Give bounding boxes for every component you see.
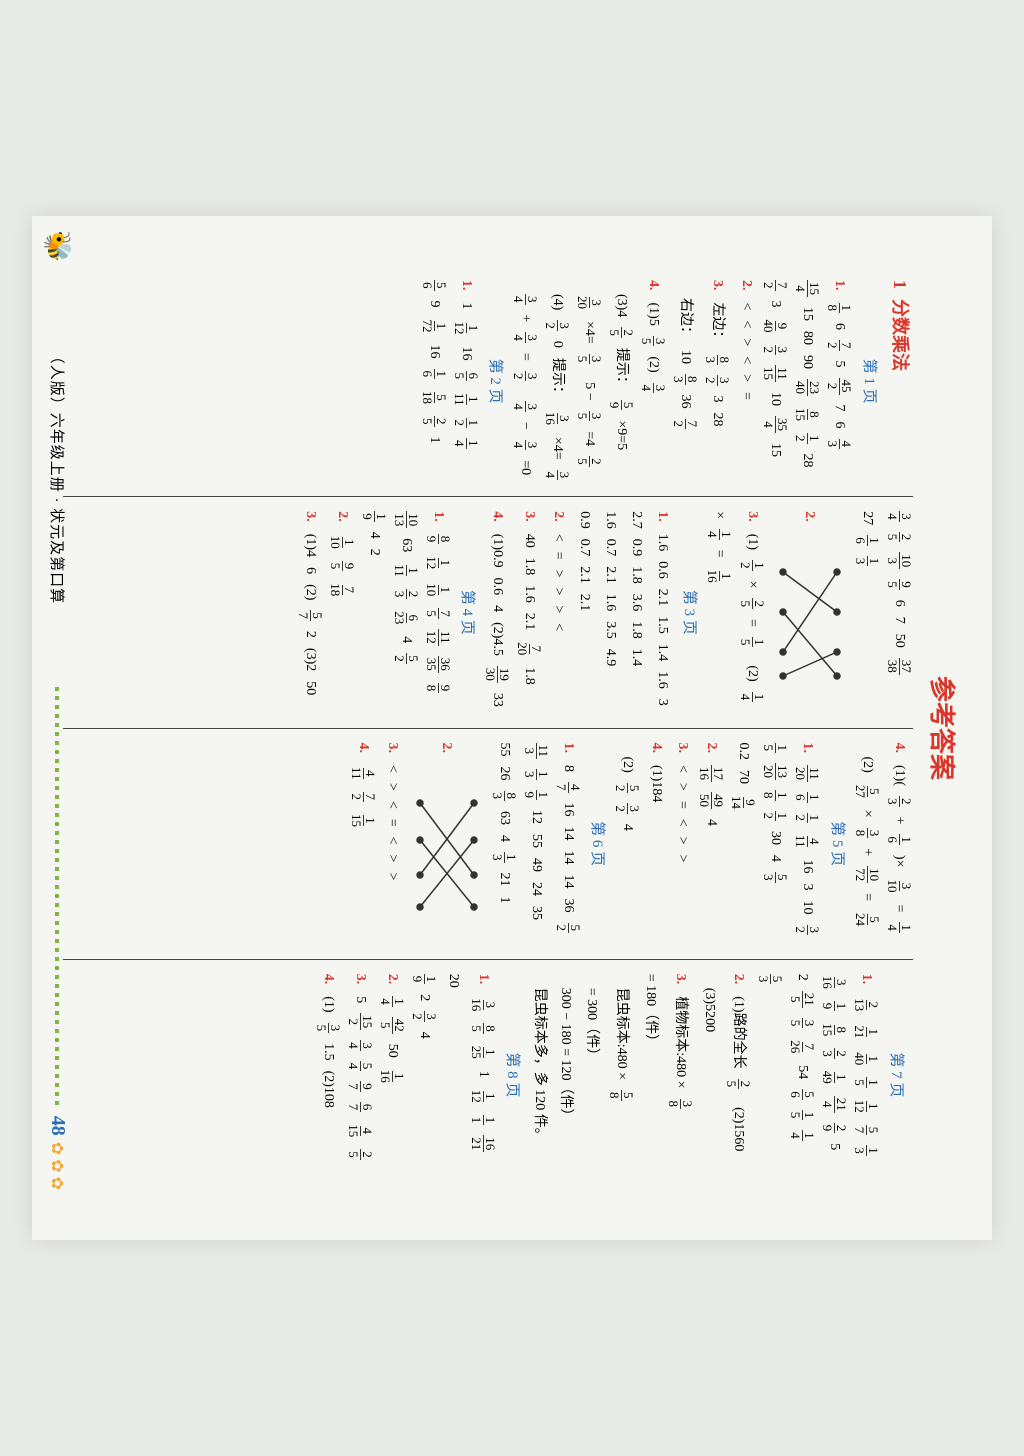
p6-r3: 3. <>< =<>> (382, 743, 403, 945)
p7-r3b: 昆虫标本:480 × 58= 300（件） (582, 974, 636, 1176)
p5-r4: 4.(1)184 (647, 743, 668, 945)
col-1: 1分数乘法 第 1 页 1. 18 6 72 5 452 7 6 43 154 … (63, 266, 913, 496)
p3-r2: 2. <=> >>< (549, 511, 570, 713)
p6-r1c: 5526 83 634 13 211 (491, 743, 518, 945)
p1-r4-3b: 320×4= 35 5 − 35=4 25 (577, 280, 604, 482)
p5-r3: 3. <>= <>> (673, 743, 694, 945)
section-title: 1分数乘法 (886, 280, 913, 482)
main-title: 参考答案 (925, 266, 962, 1190)
p8-r1: 1. 316 85 125 1 112 11 1621 20 (443, 974, 497, 1176)
page-hdr-5: 第 5 页 (826, 743, 849, 945)
c3-pre4b: (2) 527× 38+ 1072= 524 (854, 743, 881, 945)
p8-r2: 2. 14 425 50 116 (379, 974, 406, 1176)
p1-r4-3: (3)425 提示：59 ×9=5 (609, 280, 636, 482)
page-hdr-8: 第 8 页 (501, 974, 524, 1176)
p7-r2: 2.(1)路的全长 25 (2)1560 (726, 974, 753, 1176)
p7-r1c: 2 215 35 726 54 56 15 14 (790, 974, 817, 1176)
p3-r1: 1. 1.60.62.1 1.51.41.63 (653, 511, 674, 713)
p8-r1b: 19 2 32 4 (411, 974, 438, 1176)
p4-r2: 2. 110 95 718 (329, 511, 356, 713)
p3-r3: 3. 401.81.6 2.1 720 1.8 (517, 511, 544, 713)
page-number: 48 (46, 1116, 69, 1136)
p5-r1b: 15 1320 18 12 304 53 (763, 743, 790, 945)
p6-r1: 1. 8 47 161414 1436 52 (555, 743, 582, 945)
p8-r4: 4.(1) 35 1.5(2)108 (315, 974, 342, 1176)
p4-r1: 1. 89 112 110 75 1112 3635 98 (425, 511, 452, 713)
p5-r4b: (2) 52 32 4 (615, 743, 642, 945)
p1-r4-4b: 34+ 34= 32 34− 34=0 (513, 280, 540, 482)
col-4: 第 7 页 1. 213 121 140 15 112 57 13 316 19… (63, 959, 913, 1190)
p8-r3: 3. 5 152 34 54 97 67 415 25 (347, 974, 374, 1176)
p1-r3l: 3.左边： 83 32 328 (705, 280, 732, 482)
content-columns: 1分数乘法 第 1 页 1. 18 6 72 5 452 7 6 43 154 … (63, 266, 913, 1190)
page-hdr-7: 第 7 页 (885, 974, 908, 1176)
p6-q2-cross: 2. (408, 743, 486, 945)
stars-icon: ✿ ✿ ✿ (48, 1142, 68, 1190)
p7-r1b: 316 19 815 23 149 214 29 5 (822, 974, 849, 1176)
cross-diagram-1 (775, 564, 845, 684)
p7-r3c: 300 − 180 = 120（件） (556, 974, 577, 1176)
p4-r3: 3.(1)46 (2)57 2(3)250 (297, 511, 324, 713)
p1-r1c: 72 3 940 32 1115 10 354 15 (763, 280, 790, 482)
page-hdr-1: 第 1 页 (858, 280, 881, 482)
c2-pre1: 34 25 103 95 6750 3738 (886, 511, 913, 713)
page-hdr-2: 第 2 页 (484, 280, 507, 482)
p7-r3a: 3.植物标本:480 × 38= 180（件） (641, 974, 695, 1176)
p2-r1b: 56 9 172 16 16 518 25 1 (421, 280, 448, 482)
p3-r1c: 1.60.72.1 1.63.54.9 (601, 511, 622, 713)
p3-r1d: 0.90.72.12.1 (575, 511, 596, 713)
p3-r4: 4.(1)0.9 0.64(2)4.5 193033 (485, 511, 512, 713)
footer-dots (56, 687, 60, 1108)
page-hdr-4: 第 4 页 (456, 511, 479, 713)
footer-text: （人版）六年级上册 · 状元及第口算 (47, 266, 68, 687)
p3-r1b: 2.70.91.8 3.61.81.4 (627, 511, 648, 713)
c2-q2-cross: 2. (771, 511, 849, 713)
p7-r1: 1. 213 121 140 15 112 57 13 (854, 974, 881, 1176)
p5-r2: 2. 1716 4950 4 (699, 743, 726, 945)
p4-r1b: 1013 63 111 23 623 4 52 (393, 511, 420, 713)
p6-r1b: 113 13 19 125549 2435 (523, 743, 550, 945)
p1-r1b: 154 158090 2340 815 12 28 (795, 280, 822, 482)
col-2: 34 25 103 95 6750 3738 27 16 13 2. (63, 496, 913, 727)
footer: （人版）六年级上册 · 状元及第口算 48 ✿ ✿ ✿ (46, 266, 69, 1190)
p7-r1d: 53 (758, 974, 785, 1176)
col-3: 4.(1)( 23+ 16)× 310= 14 (2) 527× 38+ 107… (63, 728, 913, 959)
c2-q3: 3.(1) 12× 25= 15 (2) 14× 14= 116 (706, 511, 766, 713)
p1-r3r: 右边： 10 83 36 72 (673, 280, 700, 482)
p5-r1: 1. 1120 16 12 411 16310 32 (795, 743, 822, 945)
p2-r1: 1. 1 112 16 65 111 12 14 (453, 280, 480, 482)
p1-r4-4: (4)32 0 提示：316 ×4=34 (545, 280, 572, 482)
p1-r2: 2. <<> <>= (737, 280, 758, 482)
p6-r4: 4. 411 72 115 (350, 743, 377, 945)
p7-r3d: 昆虫标本多，多 120 件。 (530, 974, 551, 1176)
cross-diagram-2 (412, 795, 482, 915)
page-hdr-3: 第 3 页 (678, 511, 701, 713)
p4-r1c: 19 42 (361, 511, 388, 713)
page-hdr-6: 第 6 页 (586, 743, 609, 945)
c3-pre4a: 4.(1)( 23+ 16)× 310= 14 (886, 743, 913, 945)
bee-icon: 🐝 (42, 230, 72, 262)
p5-r1c: 0.270 914 (731, 743, 758, 945)
p1-r1: 1. 18 6 72 5 452 7 6 43 (827, 280, 854, 482)
p1-r4-1: 4.(1)5 35 (2) 34 (641, 280, 668, 482)
c2-pre1b: 27 16 13 (854, 511, 881, 713)
p7-r2b: (3)5200 (700, 974, 721, 1176)
